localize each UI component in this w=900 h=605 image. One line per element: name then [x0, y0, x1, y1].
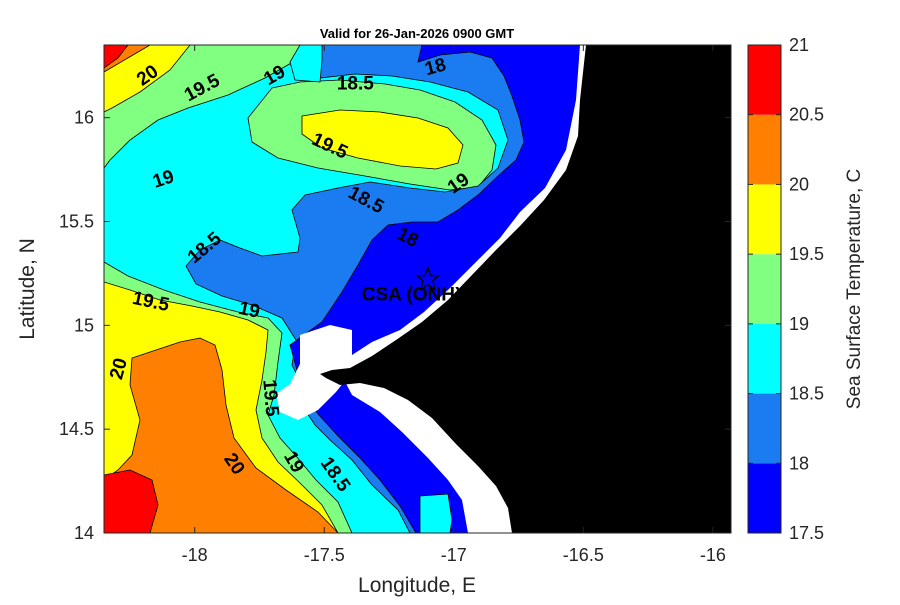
- y-tick-label: 14.5: [59, 419, 94, 439]
- colorbar-tick-label: 18.5: [789, 384, 824, 404]
- contour-label: 19.5: [258, 379, 282, 418]
- colorbar-frame: [747, 44, 782, 534]
- y-tick-label: 15: [74, 315, 94, 335]
- colorbar-tick-label: 19: [789, 314, 809, 334]
- star-icon: [414, 265, 441, 292]
- x-tick-label: -18: [182, 545, 208, 565]
- colorbar-segment: [748, 184, 781, 255]
- colorbar: 17.5 18 18.5 19 19.5 20 20.5 21: [747, 35, 824, 543]
- site-marker: CSA (ONHYM) PPL EEZ: [362, 265, 575, 306]
- colorbar-tick-label: 21: [789, 35, 809, 55]
- land-mass: [320, 45, 731, 533]
- contour-label: 18.5: [337, 73, 374, 94]
- x-tick-label: -17.5: [304, 545, 345, 565]
- y-axis: 14 14.5 15 15.5 16: [59, 108, 731, 543]
- y-axis-label: Latitude, N: [16, 238, 39, 340]
- colorbar-segment: [748, 393, 781, 464]
- colorbar-tick-label: 20.5: [789, 105, 824, 125]
- colorbar-segment: [748, 114, 781, 185]
- sst-warm-corner-nw: [104, 45, 129, 69]
- colorbar-tick-label: 19.5: [789, 244, 824, 264]
- sst-field: CSA (ONHYM) PPL EEZ 20 19.5 19 18.51819.519…: [104, 45, 731, 533]
- colorbar-label: Sea Surface Temperature, C: [844, 169, 865, 409]
- contour-label: 19: [237, 298, 262, 323]
- colorbar-segment: [748, 254, 781, 324]
- x-axis-label: Longitude, E: [358, 574, 476, 597]
- plot-frame: [103, 44, 732, 534]
- sst-lobe-19.5-20: [301, 109, 464, 170]
- x-tick-label: -16: [700, 545, 726, 565]
- y-tick-label: 14: [74, 523, 94, 543]
- sst-coastal-patch: [419, 493, 453, 533]
- chart-title: Valid for 26-Jan-2026 0900 GMT: [320, 26, 514, 41]
- x-tick-label: -16.5: [563, 545, 604, 565]
- x-axis: -18 -17.5 -17 -16.5 -16: [182, 45, 726, 565]
- colorbar-tick-label: 18: [789, 453, 809, 473]
- sst-warm-corner-sw: [104, 469, 159, 533]
- colorbar-tick-label: 20: [789, 174, 809, 194]
- cape-mask: [276, 325, 352, 420]
- site-label: CSA (ONHYM) PPL EEZ: [362, 285, 575, 306]
- colorbar-segment: [748, 45, 781, 115]
- colorbar-segment: [748, 323, 781, 394]
- colorbar-segment: [748, 463, 781, 533]
- colorbar-tick-label: 17.5: [789, 523, 824, 543]
- sst-patch-18.5-19: [289, 45, 323, 83]
- x-tick-label: -17: [441, 545, 467, 565]
- y-tick-label: 16: [74, 108, 94, 128]
- y-tick-label: 15.5: [59, 212, 94, 232]
